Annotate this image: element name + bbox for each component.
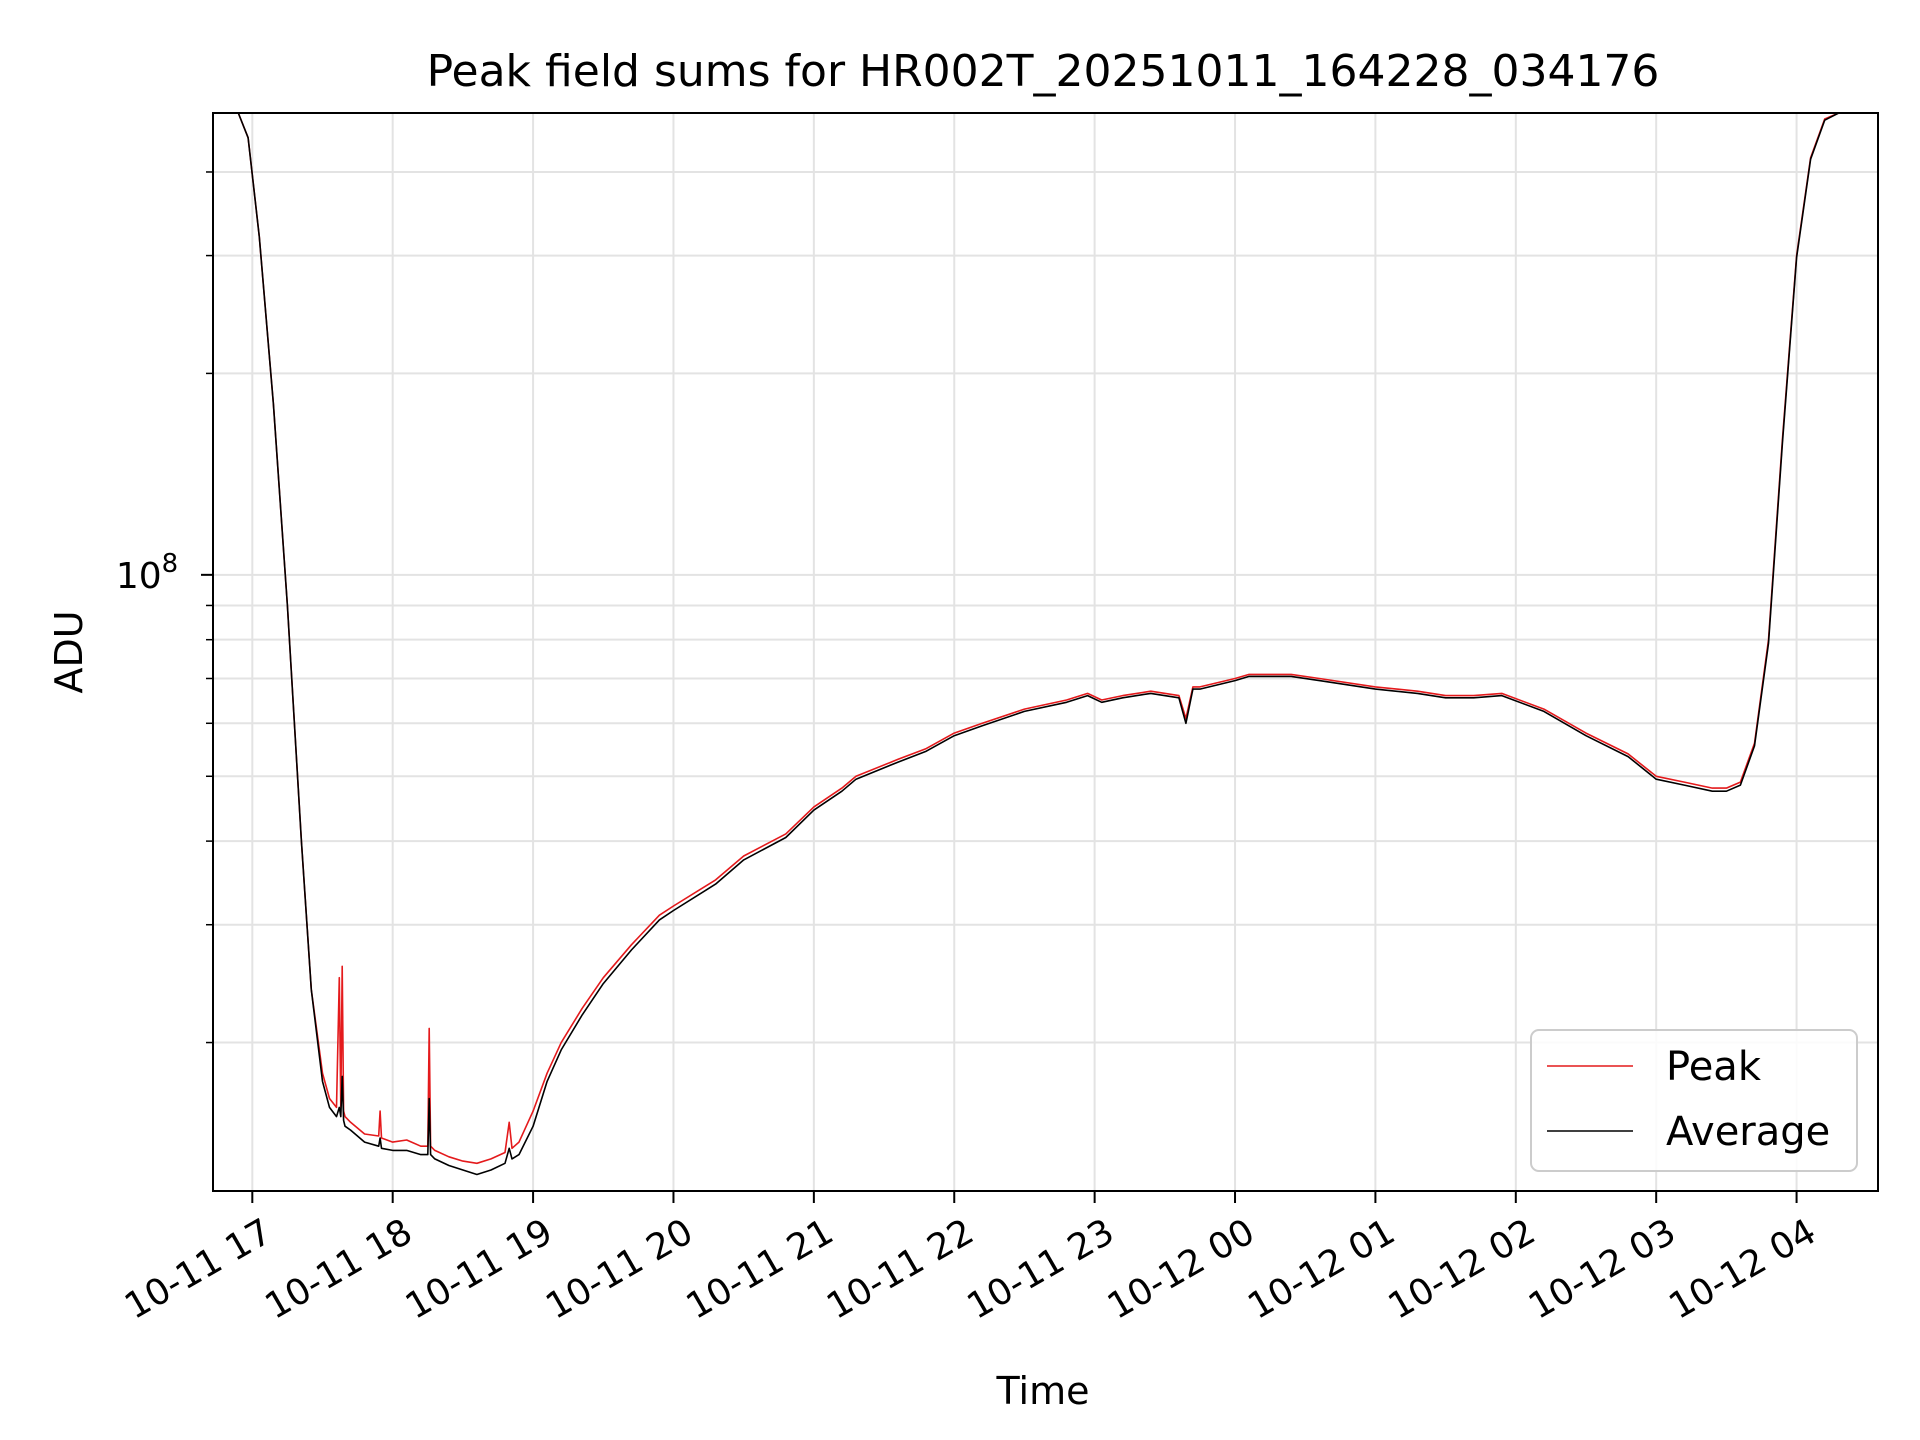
plot-frame — [212, 112, 1879, 1192]
plot-area — [213, 113, 1878, 1176]
series-line-peak — [213, 113, 1878, 1165]
grid-lines — [213, 113, 1878, 1191]
y-tick-label: 108 — [116, 549, 178, 597]
legend-label-peak: Peak — [1666, 1044, 1762, 1090]
chart-title: Peak field sums for HR002T_20251011_1642… — [427, 46, 1660, 97]
y-axis: 108 — [116, 171, 213, 1044]
x-axis-label: Time — [996, 1369, 1090, 1413]
series-layer — [213, 113, 1878, 1176]
y-axis-label: ADU — [47, 610, 91, 693]
series-line-average — [213, 113, 1878, 1176]
legend: Peak Average — [1530, 1029, 1858, 1172]
legend-label-average: Average — [1666, 1109, 1830, 1155]
